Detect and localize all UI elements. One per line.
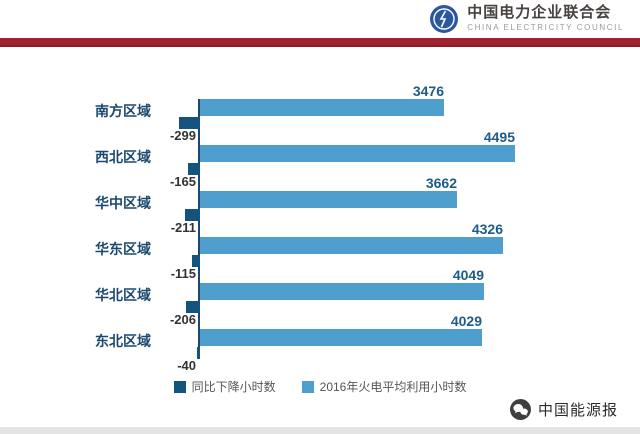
bar-chart: 3476 -299 南方区域 4495 -165 西北区域 3662 -211 华中区域 4326…: [0, 83, 640, 376]
category-label: 华北区域: [95, 287, 151, 303]
decline-bar: [185, 209, 200, 221]
category-label: 东北区域: [95, 333, 151, 349]
legend-label-utilization: 2016年火电平均利用小时数: [319, 380, 467, 394]
value-label: 4495: [483, 129, 515, 145]
utilization-bar: [200, 329, 482, 346]
org-name-block: 中国电力企业联合会 CHINA ELECTRICITY COUNCIL: [467, 5, 624, 32]
chart-legend: 同比下降小时数 2016年火电平均利用小时数: [0, 378, 640, 395]
value-label: 3662: [425, 175, 457, 191]
decline-label: -206: [169, 312, 196, 327]
decline-label: -211: [170, 220, 196, 235]
decline-label: -115: [170, 266, 196, 281]
legend-item-decline: 同比下降小时数: [173, 378, 276, 395]
decline-bar: [197, 347, 200, 359]
decline-bar: [179, 117, 200, 129]
chart-rows: 3476 -299 南方区域 4495 -165 西北区域 3662 -211 华中区域 4326…: [0, 83, 640, 373]
legend-label-decline: 同比下降小时数: [191, 380, 276, 394]
value-label: 4326: [471, 221, 503, 237]
category-label: 华中区域: [95, 195, 151, 211]
chart-row: 4049 -206 华北区域: [0, 267, 640, 327]
utilization-bar: [200, 99, 444, 116]
decline-bar: [188, 163, 200, 175]
chart-row: 4029 -40 东北区域: [0, 313, 640, 373]
chart-axis-line: [198, 99, 200, 359]
utilization-bar: [200, 237, 503, 254]
chart-row: 3476 -299 南方区域: [0, 83, 640, 143]
decline-label: -299: [169, 128, 196, 143]
value-label: 4049: [452, 267, 484, 283]
decline-bar: [192, 255, 200, 267]
category-label: 西北区域: [95, 149, 151, 165]
value-label: 3476: [412, 83, 444, 99]
legend-swatch-decline: [173, 380, 186, 393]
source-attribution: 中国能源报: [509, 399, 618, 420]
value-label: 4029: [450, 313, 482, 329]
legend-item-utilization: 2016年火电平均利用小时数: [301, 378, 467, 395]
chart-row: 4326 -115 华东区域: [0, 221, 640, 281]
source-label: 中国能源报: [537, 402, 618, 419]
header: 中国电力企业联合会 CHINA ELECTRICITY COUNCIL: [0, 0, 640, 38]
org-name-en: CHINA ELECTRICITY COUNCIL: [467, 22, 624, 32]
electricity-council-emblem-icon: [429, 4, 459, 34]
decline-bar: [186, 301, 200, 313]
org-name-cn: 中国电力企业联合会: [467, 4, 612, 22]
utilization-bar: [200, 191, 457, 208]
utilization-bar: [200, 145, 515, 162]
wechat-icon: [509, 399, 531, 420]
header-divider: [0, 38, 640, 47]
legend-swatch-utilization: [301, 380, 314, 393]
chart-row: 3662 -211 华中区域: [0, 175, 640, 235]
decline-label: -165: [169, 174, 196, 189]
category-label: 华东区域: [95, 241, 151, 257]
category-label: 南方区域: [95, 103, 151, 119]
decline-label: -40: [177, 358, 196, 373]
chart-row: 4495 -165 西北区域: [0, 129, 640, 189]
bottom-border: [0, 427, 640, 434]
utilization-bar: [200, 283, 484, 300]
